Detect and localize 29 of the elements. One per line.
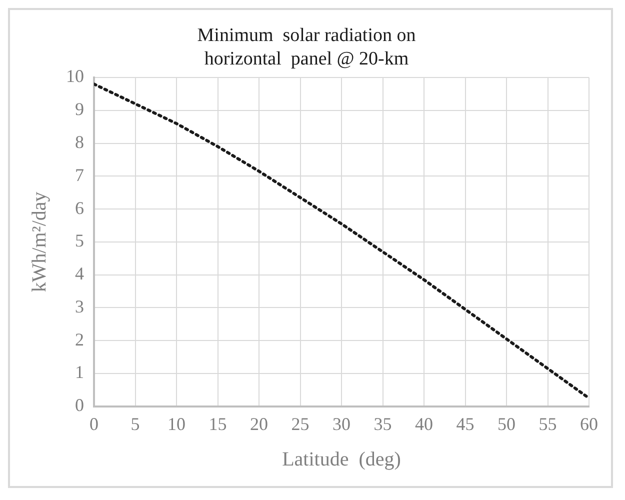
y-tick-label: 8 — [75, 132, 84, 152]
y-tick-label: 3 — [75, 296, 84, 316]
x-tick-label: 0 — [90, 414, 98, 434]
y-tick-label: 10 — [66, 66, 84, 86]
x-tick-label: 10 — [168, 414, 186, 434]
x-tick-label: 5 — [130, 414, 140, 434]
y-tick-label: 6 — [75, 198, 84, 218]
x-tick-label: 55 — [538, 414, 557, 434]
text: Minimum solar radiation on — [197, 24, 416, 46]
x-tick-label: 40 — [415, 414, 433, 434]
y-tick-label: 7 — [75, 164, 84, 185]
x-tick-label: 30 — [332, 414, 350, 434]
y-tick-label: 1 — [75, 362, 84, 382]
x-tick-label: 25 — [291, 414, 310, 434]
y-tick-label: 0 — [75, 395, 84, 416]
x-tick-label: 20 — [250, 414, 268, 434]
y-tick-label: 2 — [75, 329, 84, 350]
x-tick-label: 60 — [580, 414, 598, 434]
line-series — [94, 82, 589, 400]
x-tick-label: 35 — [374, 414, 392, 434]
x-axis-title: Latitude (deg) — [282, 448, 401, 470]
y-tick-label: 9 — [75, 99, 84, 120]
y-tick-label: 4 — [75, 264, 84, 284]
x-tick-label: 15 — [208, 414, 227, 434]
text: horizontal panel @ 20-km — [204, 48, 409, 70]
y-axis-title: kWh/m²/day — [28, 192, 50, 292]
y-tick-label: 5 — [75, 230, 84, 251]
x-tick-label: 50 — [498, 414, 516, 434]
x-tick-label: 45 — [456, 414, 474, 434]
